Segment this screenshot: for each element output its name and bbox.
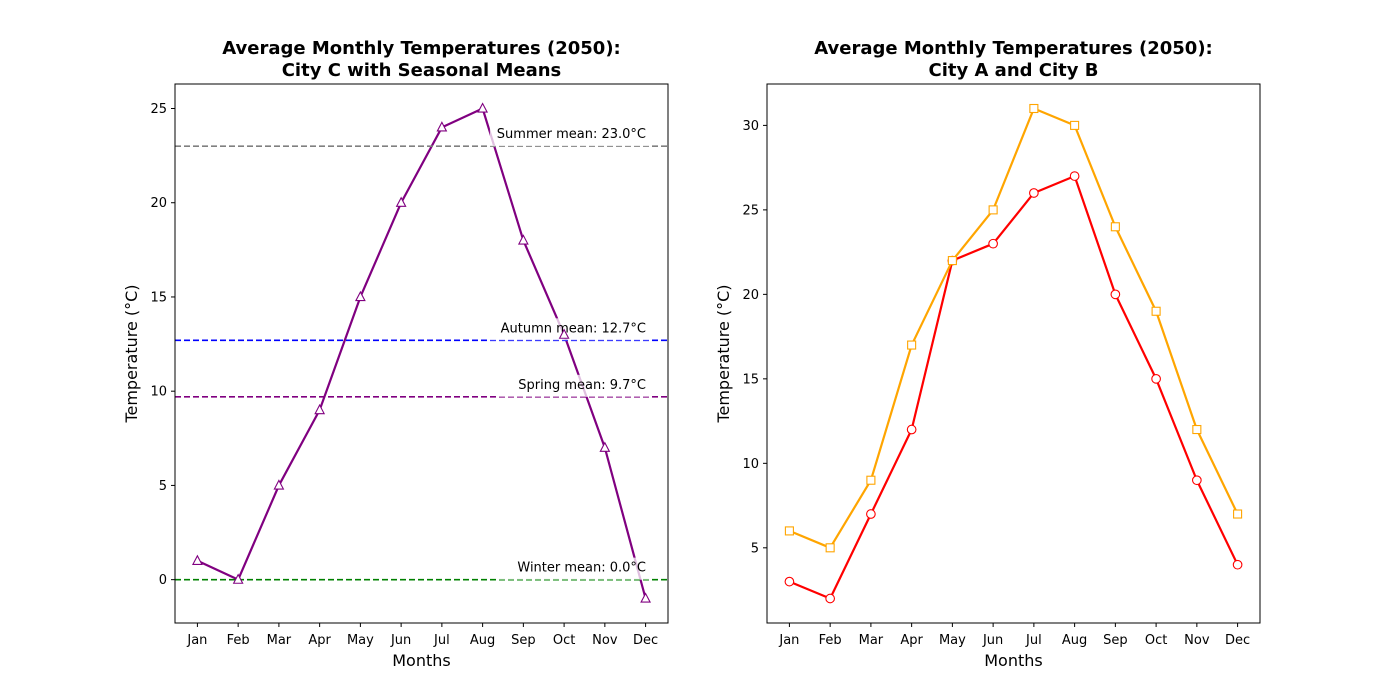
- data-point-series-0-apr: [314, 403, 326, 415]
- y-tick-label-5: 5: [751, 541, 759, 556]
- mean-label-spring: Spring mean: 9.7°C: [518, 378, 646, 393]
- data-point-series-0-feb: [232, 573, 244, 584]
- y-tick-label-25: 25: [150, 102, 167, 117]
- x-tick-label-mar: Mar: [859, 633, 884, 648]
- x-tick-label-oct: Oct: [553, 633, 575, 648]
- x-axis-label: Months: [392, 651, 450, 670]
- data-point-series-0-mar: [866, 509, 876, 519]
- data-point-series-1-apr: [907, 340, 917, 350]
- x-tick-label-sep: Sep: [511, 633, 536, 648]
- x-tick-label-apr: Apr: [308, 633, 331, 648]
- data-point-series-0-apr: [906, 424, 917, 435]
- y-axis-label: Temperature (°C): [122, 284, 141, 423]
- series-line-1: [788, 107, 1239, 549]
- data-point-series-0-dec: [640, 592, 651, 603]
- data-point-series-0-sep: [1110, 289, 1121, 300]
- data-point-series-1-sep: [1110, 222, 1120, 232]
- data-point-series-0-oct: [558, 328, 570, 339]
- data-point-series-1-mar: [866, 475, 876, 485]
- series-line-0: [788, 174, 1239, 600]
- y-tick-label-20: 20: [150, 196, 167, 211]
- data-point-series-0-aug: [477, 102, 489, 113]
- y-tick-label-20: 20: [742, 288, 759, 303]
- data-point-series-0-aug: [1069, 171, 1080, 181]
- mean-label-winter: Winter mean: 0.0°C: [517, 561, 646, 576]
- plot-area: Jan Feb Mar Apr May Jun Jul Aug Sep Oct Nov Dec 5 10 1…: [742, 103, 1250, 648]
- y-tick-label-15: 15: [742, 372, 759, 387]
- x-tick-label-sep: Sep: [1103, 633, 1128, 648]
- x-tick-label-oct: Oct: [1145, 633, 1167, 648]
- data-point-series-0-dec: [1232, 559, 1243, 570]
- data-point-series-0-jul: [436, 121, 448, 132]
- data-point-series-1-oct: [1151, 306, 1161, 316]
- chart-title-line-1: Average Monthly Temperatures (2050):: [814, 38, 1213, 59]
- x-tick-label-aug: Aug: [470, 633, 495, 648]
- chart-city-a-b: Average Monthly Temperatures (2050): Cit…: [714, 38, 1261, 670]
- data-point-series-0-nov: [1191, 475, 1202, 486]
- data-point-series-1-may: [947, 256, 957, 266]
- mean-label-background-summer: [489, 124, 650, 147]
- x-tick-label-jan: Jan: [186, 633, 207, 648]
- axes-frame: [174, 83, 669, 624]
- y-tick-label-5: 5: [159, 479, 167, 494]
- x-tick-label-may: May: [347, 633, 374, 648]
- x-tick-label-may: May: [939, 633, 966, 648]
- data-point-series-0-jul: [1029, 188, 1039, 198]
- x-tick-label-aug: Aug: [1062, 633, 1087, 648]
- y-tick-label-10: 10: [150, 385, 167, 400]
- y-tick-label-25: 25: [742, 203, 759, 218]
- mean-label-autumn: Autumn mean: 12.7°C: [501, 321, 646, 336]
- data-point-series-1-jul: [1029, 103, 1039, 114]
- data-point-series-0-sep: [517, 234, 529, 245]
- chart-title-line-2: City C with Seasonal Means: [282, 60, 562, 81]
- x-tick-label-apr: Apr: [900, 633, 923, 648]
- mean-label-summer: Summer mean: 23.0°C: [497, 127, 646, 142]
- plot-area: Jan Feb Mar Apr May Jun Jul Aug Sep Oct Nov Dec 0 5 10…: [150, 102, 668, 648]
- data-point-series-0-mar: [273, 479, 285, 490]
- x-tick-label-jun: Jun: [982, 633, 1003, 648]
- x-tick-label-feb: Feb: [227, 633, 250, 648]
- data-point-series-0-may: [354, 290, 366, 302]
- y-tick-label-30: 30: [742, 119, 759, 134]
- mean-label-background-spring: [497, 374, 650, 397]
- x-tick-label-nov: Nov: [1184, 633, 1210, 648]
- data-point-series-0-feb: [825, 593, 836, 604]
- x-tick-label-feb: Feb: [819, 633, 842, 648]
- data-point-series-0-nov: [599, 441, 611, 452]
- chart-city-c: Average Monthly Temperatures (2050): Cit…: [122, 38, 669, 670]
- x-tick-label-jan: Jan: [778, 633, 799, 648]
- x-tick-label-jul: Jul: [433, 633, 450, 648]
- chart-title-line-1: Average Monthly Temperatures (2050):: [222, 38, 621, 59]
- data-point-series-0-oct: [1151, 373, 1161, 384]
- y-tick-label-0: 0: [159, 573, 167, 588]
- x-tick-label-dec: Dec: [1225, 633, 1250, 648]
- x-tick-label-jun: Jun: [390, 633, 411, 648]
- x-tick-label-mar: Mar: [267, 633, 292, 648]
- axes-frame: [766, 83, 1261, 624]
- series-line-0: [196, 107, 647, 599]
- x-tick-label-dec: Dec: [633, 633, 658, 648]
- data-point-series-0-jun: [395, 196, 407, 207]
- data-point-series-1-dec: [1233, 509, 1243, 519]
- y-axis-label: Temperature (°C): [714, 284, 733, 423]
- data-point-series-0-jan: [784, 576, 795, 587]
- y-tick-label-15: 15: [150, 290, 167, 305]
- mean-label-background-autumn: [489, 318, 650, 341]
- x-axis-label: Months: [984, 651, 1042, 670]
- data-point-series-1-nov: [1192, 424, 1202, 435]
- data-point-series-1-jan: [784, 526, 794, 536]
- chart-title-line-2: City A and City B: [929, 60, 1099, 81]
- x-tick-label-jul: Jul: [1025, 633, 1042, 648]
- y-tick-label-10: 10: [742, 457, 759, 472]
- data-point-series-0-jun: [988, 238, 998, 249]
- data-point-series-1-aug: [1070, 120, 1080, 130]
- data-point-series-1-jun: [988, 205, 998, 215]
- data-point-series-0-jan: [192, 554, 203, 565]
- data-point-series-1-feb: [825, 543, 835, 553]
- mean-label-background-winter: [497, 557, 650, 580]
- x-tick-label-nov: Nov: [592, 633, 618, 648]
